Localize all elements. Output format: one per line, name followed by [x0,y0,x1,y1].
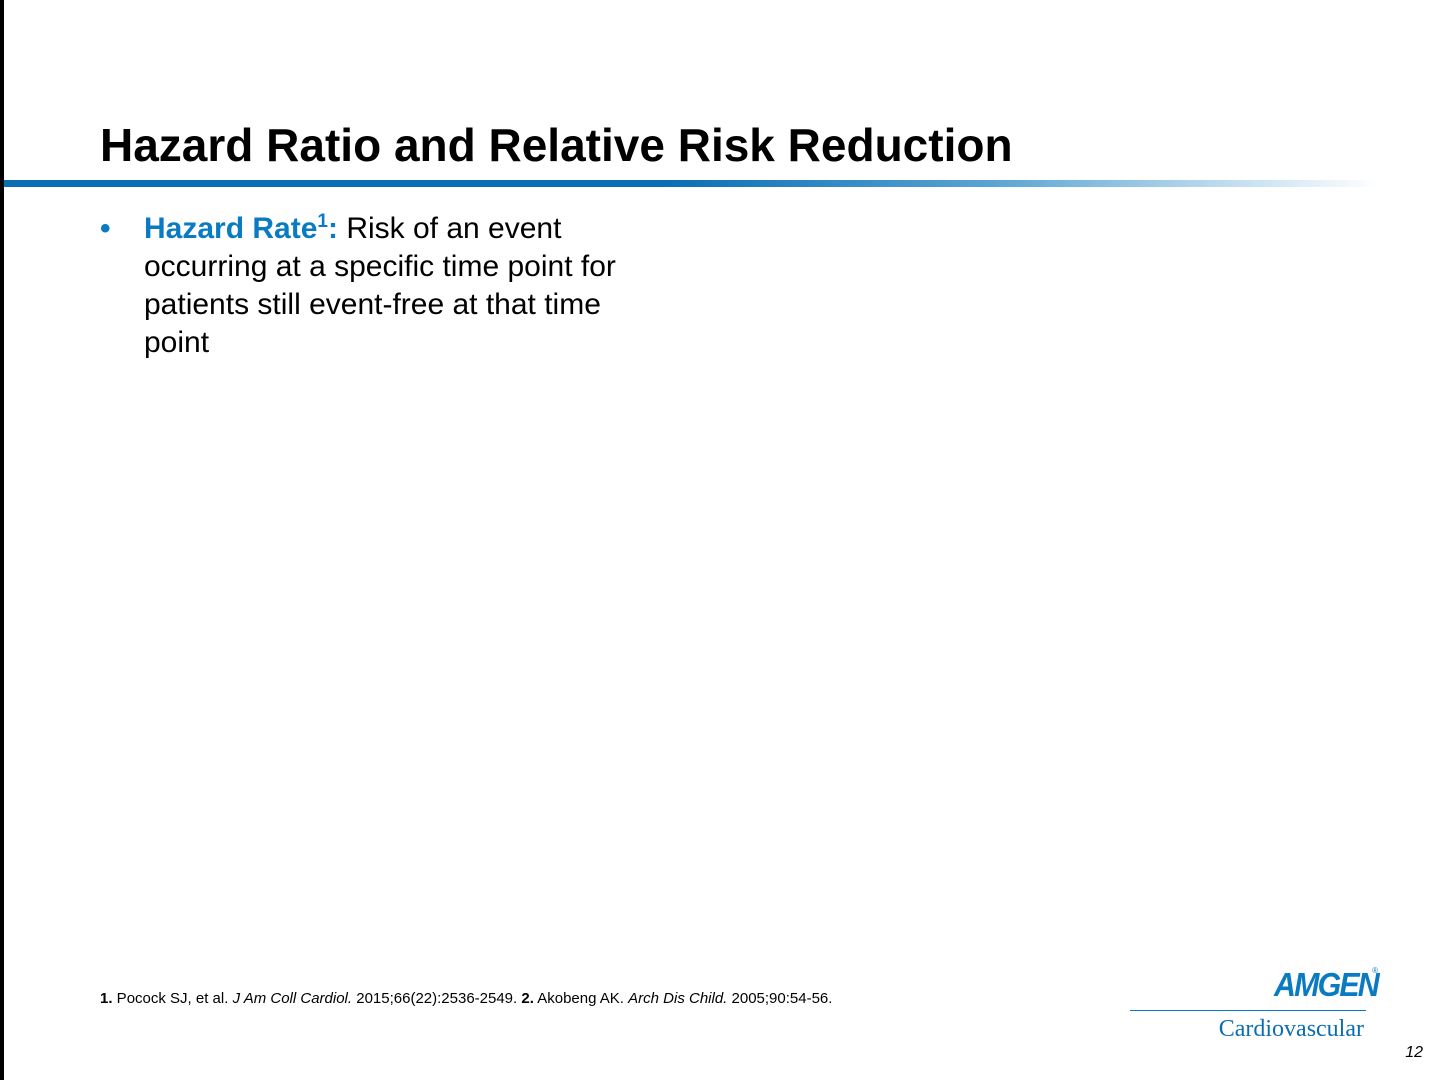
ref2-details: 2005;90:54-56. [727,990,833,1007]
term-superscript: 1 [317,211,328,232]
ref1-author: Pocock SJ, et al. [112,990,233,1007]
bullet-term: Hazard Rate1: [144,212,338,245]
ref1-journal: J Am Coll Cardiol. [232,990,353,1007]
logo-subtitle: Cardiovascular [1218,1016,1364,1042]
registered-mark: ® [1372,966,1378,975]
amgen-logo-wordmark: AMGEN [1274,966,1380,1003]
bullet-item-hazard-rate: • Hazard Rate1: Risk of an event occurri… [100,210,640,362]
logo-divider [1130,1010,1366,1011]
bullet-icon: • [100,212,111,245]
left-edge-bar [0,0,4,1080]
ref1-details: 2015;66(22):2536-2549. [352,990,522,1007]
ref2-number: 2. [521,990,534,1007]
ref1-number: 1. [100,990,113,1007]
bullet-text: Risk of an event occurring at a specific… [144,212,616,359]
bullet-list: • Hazard Rate1: Risk of an event occurri… [100,210,640,362]
term-label: Hazard Rate [144,212,318,245]
slide-title: Hazard Ratio and Relative Risk Reduction [100,119,1013,171]
page-number: 12 [1405,1044,1423,1061]
title-divider [4,180,1379,187]
footnote-references: 1. Pocock SJ, et al. J Am Coll Cardiol. … [100,990,832,1007]
term-colon: : [327,212,338,245]
ref2-author: Akobeng AK. [533,990,629,1007]
ref2-journal: Arch Dis Child. [628,990,728,1007]
amgen-cardiovascular-logo: AMGEN ® Cardiovascular [1130,966,1380,1046]
